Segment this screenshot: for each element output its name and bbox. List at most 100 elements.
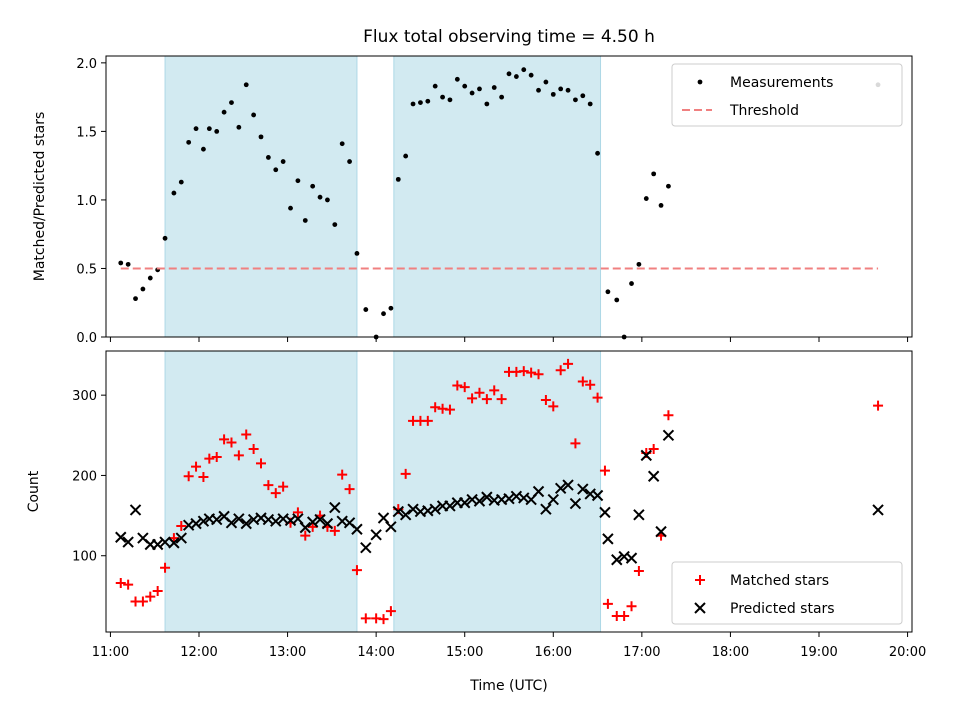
- matched-stars-point-23: [278, 481, 289, 492]
- matched-stars-point-51: [489, 385, 500, 396]
- measurements-point-4: [140, 286, 146, 292]
- x-tick-label: 11:00: [92, 645, 129, 660]
- measurements-point-19: [251, 112, 257, 118]
- measurements-point-69: [629, 281, 634, 286]
- matched-stars-point-56: [526, 367, 537, 378]
- matched-stars-point-45: [444, 404, 455, 415]
- measurements-point-33: [354, 250, 360, 256]
- predicted-stars-point-38: [392, 505, 404, 518]
- measurements-point-32: [347, 159, 352, 164]
- matched-stars-point-60: [555, 365, 566, 376]
- y-tick-label: 1.0: [76, 194, 97, 209]
- x-tick-label: 15:00: [446, 645, 483, 660]
- measurements-point-18: [243, 82, 249, 88]
- predicted-stars-point-50: [481, 491, 493, 503]
- matched-stars-point-2: [123, 579, 134, 590]
- measurements-point-54: [513, 74, 519, 79]
- legend-label-measurements: Measurements: [730, 75, 833, 91]
- matched-stars-point-17: [233, 450, 244, 461]
- matched-stars-point-22: [270, 488, 281, 499]
- measurements-point-71: [643, 196, 649, 201]
- matched-stars-point-21: [263, 480, 274, 491]
- matched-stars-point-11: [191, 461, 202, 472]
- measurements-point-61: [565, 87, 571, 93]
- legend-label-matched-stars: Matched stars: [730, 573, 829, 589]
- legend-1: Measurements Threshold: [671, 63, 903, 127]
- matched-stars-point-36: [378, 614, 389, 625]
- predicted-stars-point-30: [329, 501, 341, 514]
- measurements-point-8: [171, 190, 177, 196]
- matched-stars-point-76: [873, 400, 884, 411]
- measurements-point-26: [302, 218, 308, 223]
- measurements-point-39: [403, 153, 409, 159]
- measurements-point-7: [162, 235, 168, 241]
- predicted-stars-point-6: [151, 538, 164, 551]
- matched-stars-point-34: [360, 613, 371, 624]
- predicted-stars-point-39: [399, 509, 412, 521]
- measurements-point-49: [477, 86, 482, 92]
- matched-stars-point-71: [633, 565, 644, 576]
- x-tick-label: 20:00: [889, 645, 926, 660]
- legend-box: [671, 561, 903, 625]
- x-tick-label: 19:00: [800, 645, 837, 660]
- predicted-stars-point-74: [655, 525, 667, 538]
- shaded-interval-1: [164, 350, 358, 633]
- matched-stars-point-55: [518, 366, 529, 377]
- measurements-point-5: [147, 275, 153, 281]
- x-tick-label: 16:00: [535, 645, 572, 660]
- measurements-point-23: [280, 159, 286, 164]
- matched-stars-point-49: [474, 387, 485, 398]
- measurements-point-14: [214, 128, 220, 134]
- matched-stars-point-4: [137, 596, 148, 607]
- x-axis-label: Time (UTC): [469, 678, 547, 694]
- measurements-point-27: [310, 183, 316, 189]
- predicted-stars-point-57: [532, 485, 545, 498]
- measurements-point-28: [317, 194, 323, 200]
- measurements-point-56: [528, 72, 534, 78]
- top-panel: 0.0 0.5 1.0 1.5 2.0 Matched/Predicted stars Me…: [32, 55, 913, 346]
- measurements-point-3: [133, 296, 138, 302]
- x-tick-label: 13:00: [269, 645, 306, 660]
- measurements-point-10: [186, 139, 192, 145]
- matched-stars-point-25: [292, 507, 303, 518]
- measurements-point-73: [658, 203, 664, 208]
- measurements-point-20: [258, 134, 264, 140]
- matched-stars-point-47: [459, 382, 470, 393]
- predicted-stars-point-58: [540, 503, 552, 515]
- predicted-stars-point-33: [351, 523, 363, 535]
- measurements-point-52: [499, 94, 505, 100]
- measurements-point-44: [440, 94, 445, 100]
- predicted-stars-point-49: [473, 495, 486, 507]
- predicted-stars-point-66: [599, 506, 611, 519]
- measurements-point-58: [543, 79, 549, 85]
- predicted-stars-point-67: [602, 533, 614, 545]
- predicted-stars-point-25: [292, 513, 304, 525]
- predicted-stars-point-35: [370, 529, 382, 541]
- matched-stars-point-43: [430, 402, 441, 413]
- matched-stars-point-73: [648, 443, 659, 454]
- y-tick-label: 200: [72, 469, 97, 484]
- matched-stars-point-37: [385, 606, 396, 617]
- predicted-stars-point-71: [633, 509, 645, 521]
- measurements-point-59: [550, 91, 556, 97]
- measurements-point-57: [536, 87, 541, 93]
- measurements-point-47: [462, 83, 468, 89]
- predicted-stars-point-75: [662, 429, 675, 442]
- measurements-point-1: [118, 260, 124, 266]
- measurements-point-34: [363, 307, 369, 312]
- measurements-point-66: [605, 289, 611, 295]
- measurements-point-16: [229, 100, 234, 106]
- predicted-stars-point-28: [314, 513, 326, 526]
- predicted-stars-point-60: [554, 482, 567, 494]
- measurements-point-38: [395, 176, 401, 182]
- matched-stars-point-8: [168, 533, 179, 544]
- matched-stars-point-30: [329, 525, 340, 536]
- predicted-stars-point-70: [625, 552, 638, 564]
- legend-label-predicted-stars: Predicted stars: [730, 601, 835, 617]
- matched-stars-point-19: [248, 443, 259, 454]
- matched-stars-point-12: [198, 472, 209, 483]
- matched-stars-point-33: [351, 565, 362, 576]
- measurements-point-31: [339, 141, 345, 147]
- predicted-stars-point-72: [640, 449, 652, 462]
- matched-stars-point-18: [241, 429, 252, 440]
